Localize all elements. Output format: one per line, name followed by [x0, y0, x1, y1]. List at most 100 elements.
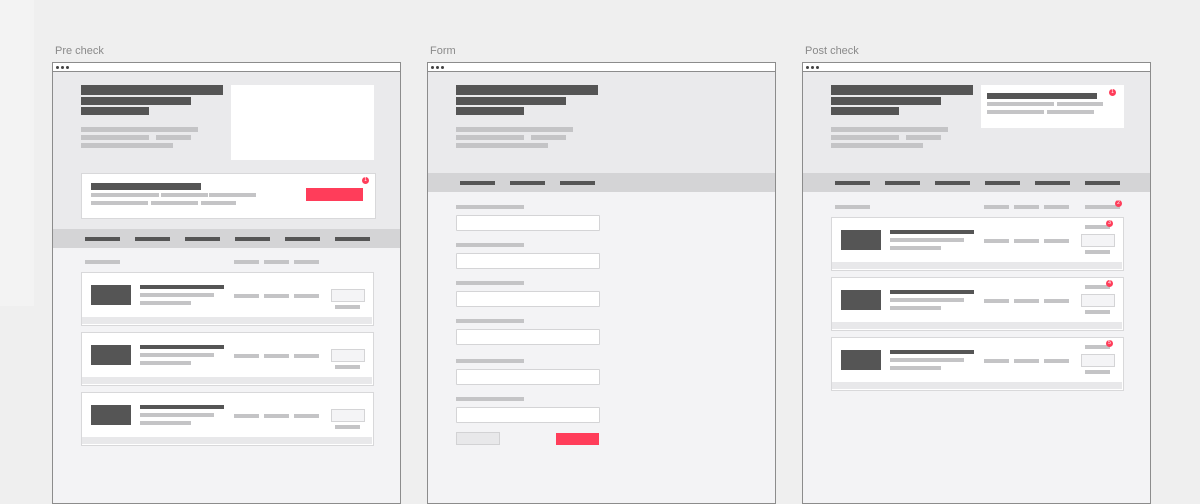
nav-item[interactable] — [885, 181, 920, 185]
item-action[interactable] — [1085, 250, 1110, 254]
thumbnail — [91, 345, 131, 365]
nav-item[interactable] — [185, 237, 220, 241]
form-input[interactable] — [456, 253, 600, 269]
item-action[interactable] — [1085, 310, 1110, 314]
step-badge: 1 — [362, 177, 369, 184]
text-line — [831, 143, 923, 148]
window-dot-icon — [441, 66, 444, 69]
item-action[interactable] — [335, 365, 360, 369]
summary-line — [1057, 102, 1103, 106]
card-footer — [832, 322, 1122, 329]
nav-item[interactable] — [935, 181, 970, 185]
item-stat — [1014, 299, 1039, 303]
cta-button[interactable] — [306, 188, 363, 201]
window-dot-icon — [61, 66, 64, 69]
item-stat — [294, 354, 319, 358]
form-input[interactable] — [456, 329, 600, 345]
item-action[interactable] — [335, 425, 360, 429]
item-line — [890, 306, 941, 310]
nav-item[interactable] — [85, 237, 120, 241]
headline-bar — [81, 107, 149, 115]
nav-item[interactable] — [835, 181, 870, 185]
list-header-label — [85, 260, 120, 264]
form-input[interactable] — [456, 215, 600, 231]
item-title — [140, 285, 224, 289]
item-line — [890, 298, 964, 302]
cta-text-line — [161, 193, 208, 197]
cancel-button[interactable] — [456, 432, 500, 445]
window-dot-icon — [66, 66, 69, 69]
column-header — [1085, 205, 1120, 209]
form-input[interactable] — [456, 407, 600, 423]
quantity-box[interactable] — [1081, 234, 1115, 247]
item-title — [140, 345, 224, 349]
summary-line — [987, 110, 1044, 114]
item-line — [140, 301, 191, 305]
headline-bar — [831, 107, 899, 115]
field-label — [456, 397, 524, 401]
headline-bar — [456, 97, 566, 105]
item-label — [1085, 225, 1110, 229]
nav-item[interactable] — [285, 237, 320, 241]
text-line — [906, 135, 941, 140]
item-stat — [1014, 239, 1039, 243]
cta-text-line — [151, 201, 198, 205]
form-label: Form — [430, 45, 456, 57]
headline-bar — [456, 85, 598, 95]
step-badge: 4 — [1106, 280, 1113, 287]
item-line — [140, 413, 214, 417]
summary-line — [987, 102, 1054, 106]
nav-item[interactable] — [1035, 181, 1070, 185]
list-header-label — [835, 205, 870, 209]
headline-bar — [81, 85, 223, 95]
card-footer — [82, 317, 372, 324]
step-badge: 5 — [1106, 340, 1113, 347]
item-stat — [264, 294, 289, 298]
card-footer — [82, 377, 372, 384]
quantity-box[interactable] — [331, 349, 365, 362]
text-line — [831, 127, 948, 132]
item-action[interactable] — [335, 305, 360, 309]
card-footer — [832, 262, 1122, 269]
column-header — [984, 205, 1009, 209]
nav-item[interactable] — [985, 181, 1020, 185]
nav-item[interactable] — [135, 237, 170, 241]
quantity-box[interactable] — [331, 289, 365, 302]
nav-item[interactable] — [1085, 181, 1120, 185]
summary-box — [981, 85, 1124, 128]
column-header — [1014, 205, 1039, 209]
item-line — [140, 361, 191, 365]
item-stat — [234, 294, 259, 298]
thumbnail — [841, 230, 881, 250]
column-header — [234, 260, 259, 264]
nav-item[interactable] — [335, 237, 370, 241]
quantity-box[interactable] — [331, 409, 365, 422]
item-label — [1085, 345, 1110, 349]
nav-item[interactable] — [460, 181, 495, 185]
text-line — [456, 143, 548, 148]
step-badge: 3 — [1106, 220, 1113, 227]
window-dot-icon — [806, 66, 809, 69]
item-stat — [234, 354, 259, 358]
form-input[interactable] — [456, 291, 600, 307]
item-line — [890, 366, 941, 370]
headline-bar — [831, 97, 941, 105]
item-stat — [984, 239, 1009, 243]
post-check-label: Post check — [805, 45, 859, 57]
cta-text-line — [209, 193, 256, 197]
field-label — [456, 243, 524, 247]
nav-item[interactable] — [235, 237, 270, 241]
nav-item[interactable] — [560, 181, 595, 185]
quantity-box[interactable] — [1081, 354, 1115, 367]
quantity-box[interactable] — [1081, 294, 1115, 307]
form-input[interactable] — [456, 369, 600, 385]
text-line — [831, 135, 899, 140]
item-title — [890, 350, 974, 354]
item-action[interactable] — [1085, 370, 1110, 374]
submit-button[interactable] — [556, 433, 599, 445]
item-line — [890, 238, 964, 242]
nav-item[interactable] — [510, 181, 545, 185]
headline-bar — [831, 85, 973, 95]
item-stat — [234, 414, 259, 418]
post-check-wireframe: 1 2 3 4 5 — [802, 62, 1151, 504]
